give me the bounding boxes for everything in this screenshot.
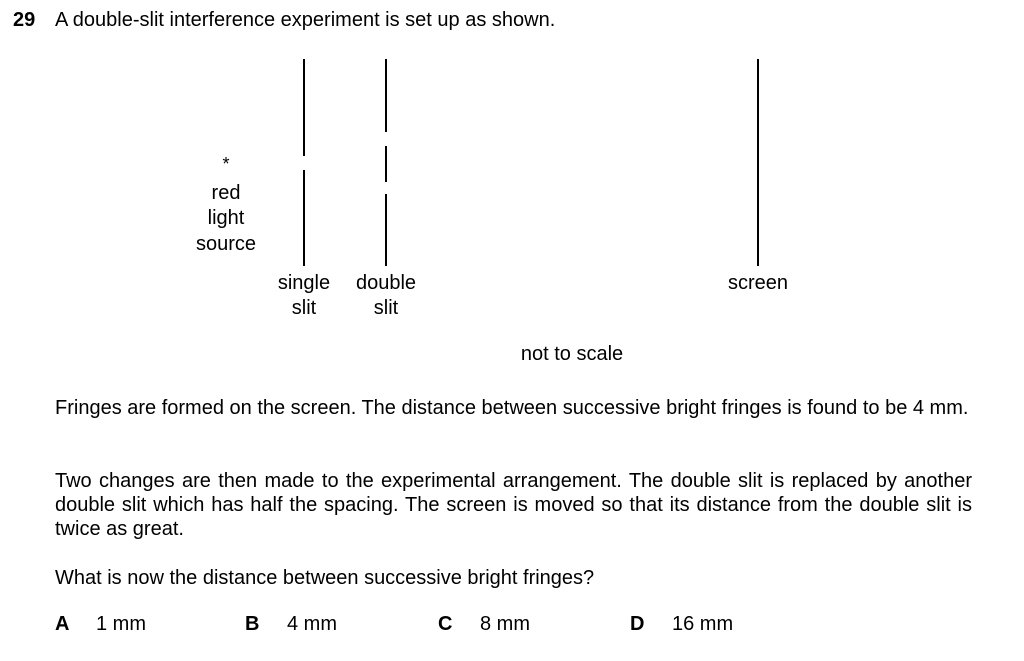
option-a-value[interactable]: 1 mm bbox=[96, 613, 146, 635]
light-source-label-red: red bbox=[211, 182, 241, 204]
double-slit-label-line2: slit bbox=[373, 297, 399, 319]
not-to-scale-note: not to scale bbox=[520, 343, 624, 365]
screen-label: screen bbox=[727, 272, 789, 294]
option-a-letter[interactable]: A bbox=[55, 613, 70, 635]
option-d-value[interactable]: 16 mm bbox=[672, 613, 734, 635]
option-b-value[interactable]: 4 mm bbox=[287, 613, 337, 635]
question-number: 29 bbox=[13, 9, 36, 31]
paragraph-changes: Two changes are then made to the experim… bbox=[55, 470, 972, 540]
option-d-letter[interactable]: D bbox=[630, 613, 645, 635]
light-source-label-source: source bbox=[195, 233, 257, 255]
light-source-label-light: light bbox=[207, 207, 245, 229]
option-c-letter[interactable]: C bbox=[438, 613, 453, 635]
double-slit-label-line1: double bbox=[355, 272, 417, 294]
paragraph-fringe-distance: Fringes are formed on the screen. The di… bbox=[55, 397, 969, 419]
single-slit-label-line2: slit bbox=[291, 297, 317, 319]
question-text: A double-slit interference experiment is… bbox=[55, 9, 556, 31]
single-slit-label-line1: single bbox=[277, 272, 331, 294]
option-b-letter[interactable]: B bbox=[245, 613, 260, 635]
light-source-marker: * bbox=[222, 154, 230, 174]
option-c-value[interactable]: 8 mm bbox=[480, 613, 530, 635]
paragraph-question: What is now the distance between success… bbox=[55, 567, 595, 589]
